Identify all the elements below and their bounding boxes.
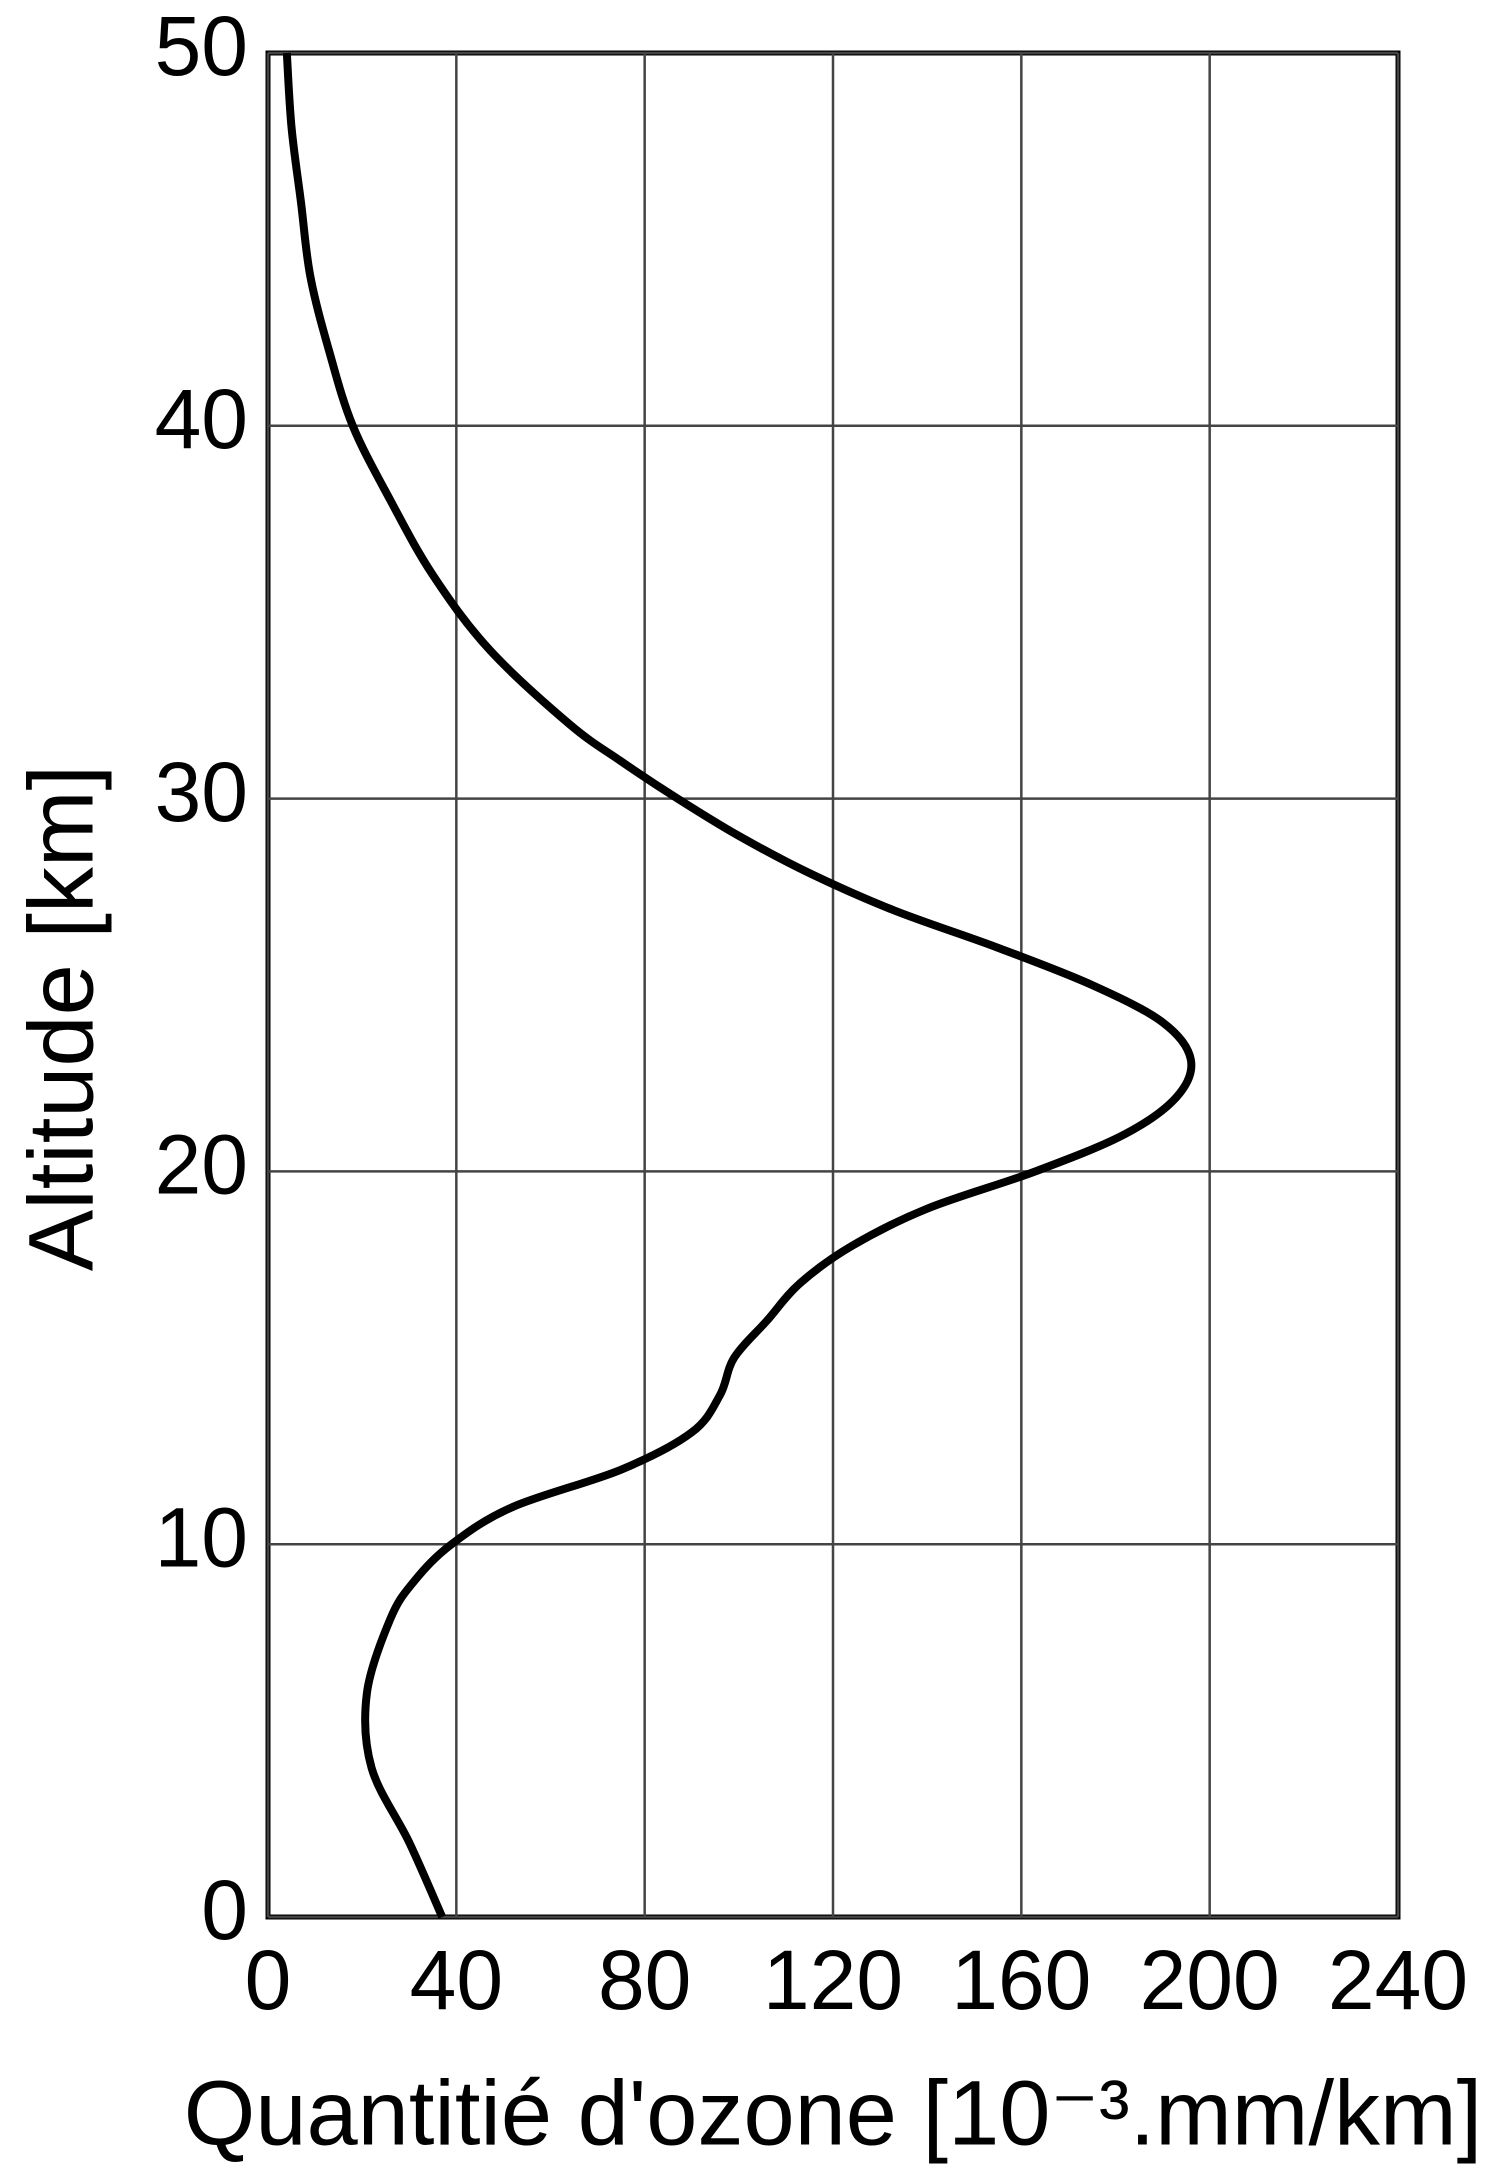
y-tick-label: 40	[155, 372, 248, 466]
x-tick-label: 160	[951, 1933, 1091, 2027]
x-tick-label: 0	[245, 1933, 292, 2027]
x-tick-label: 200	[1140, 1933, 1280, 2027]
x-tick-label: 240	[1328, 1933, 1468, 2027]
x-tick-label: 80	[598, 1933, 691, 2027]
y-tick-label: 30	[155, 745, 248, 839]
x-tick-label: 40	[410, 1933, 503, 2027]
y-tick-label: 20	[155, 1118, 248, 1212]
x-axis-label: Quantitié d'ozone [10⁻³.mm/km]	[184, 2062, 1482, 2164]
y-tick-label: 0	[201, 1863, 248, 1957]
x-tick-label: 120	[763, 1933, 903, 2027]
ozone-line	[282, 52, 1196, 1919]
y-tick-label: 10	[155, 1490, 248, 1584]
y-tick-label: 50	[155, 0, 248, 93]
y-axis-label: Altitude [km]	[10, 765, 112, 1271]
